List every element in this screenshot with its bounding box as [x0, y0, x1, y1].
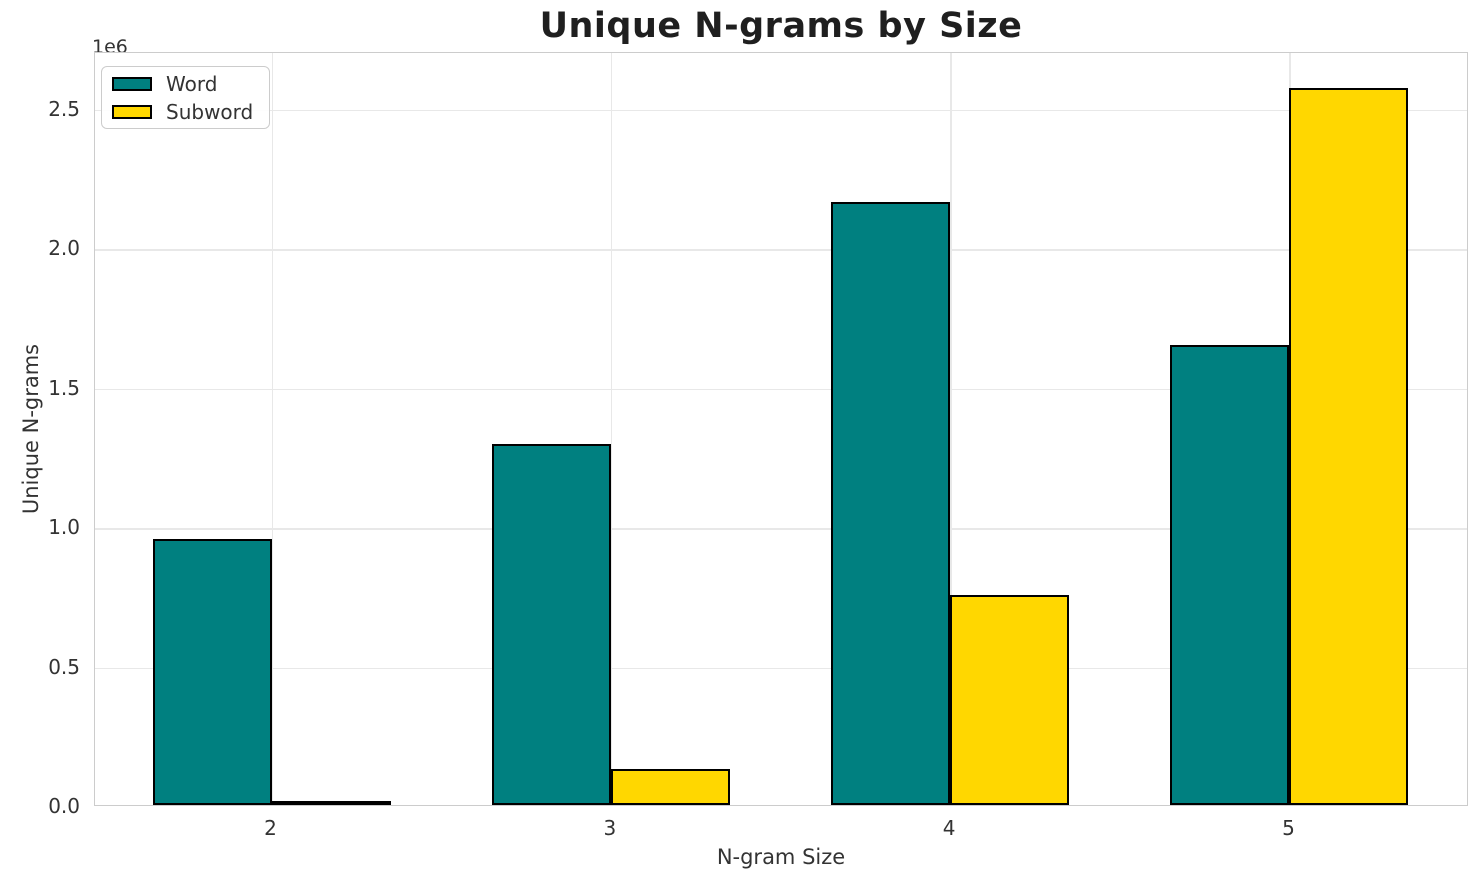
h-gridline-2.5 — [95, 109, 1467, 112]
subword-bar-ngram-3 — [610, 769, 730, 805]
subword-bar-ngram-5 — [1289, 88, 1409, 805]
h-gridline-1.5 — [95, 388, 1467, 391]
legend-item-subword: Subword — [112, 101, 259, 123]
subword-bar-ngram-2 — [271, 800, 391, 805]
word-bar-ngram-4 — [831, 202, 951, 805]
x-tick-2: 2 — [264, 816, 277, 840]
y-tick-2.0: 2.0 — [48, 236, 80, 261]
y-tick-0.5: 0.5 — [48, 654, 80, 679]
x-tick-4: 4 — [942, 816, 956, 840]
word-bar-ngram-5 — [1170, 344, 1290, 805]
y-tick-1.5: 1.5 — [48, 375, 80, 400]
word-bar-ngram-3 — [491, 443, 611, 805]
y-tick-2.5: 2.5 — [48, 96, 80, 121]
chart-title: Unique N-grams by Size — [539, 6, 1023, 46]
legend-item-word: Word — [112, 73, 259, 95]
h-gridline-2.0 — [95, 249, 1467, 251]
h-gridline-1.0 — [95, 528, 1467, 530]
h-gridline-0.5 — [95, 667, 1467, 669]
legend-label-word: Word — [166, 71, 218, 96]
y-axis-label: Unique N-grams — [19, 343, 43, 515]
x-tick-5: 5 — [1282, 816, 1295, 840]
v-gridline-3 — [610, 53, 613, 805]
v-gridline-2 — [271, 53, 273, 805]
subword-bar-ngram-4 — [950, 594, 1070, 805]
legend: Word Subword — [101, 66, 270, 129]
word-bar-ngram-2 — [152, 538, 272, 805]
y-tick-1.0: 1.0 — [48, 515, 80, 540]
subword-swatch — [112, 104, 152, 119]
legend-label-subword: Subword — [166, 99, 254, 124]
word-swatch — [112, 76, 152, 91]
x-tick-3: 3 — [603, 816, 617, 840]
v-gridline-4 — [950, 53, 952, 805]
y-tick-0.0: 0.0 — [48, 794, 80, 818]
plot-area: Word Subword — [94, 52, 1468, 806]
x-axis-label: N-gram Size — [716, 845, 846, 869]
